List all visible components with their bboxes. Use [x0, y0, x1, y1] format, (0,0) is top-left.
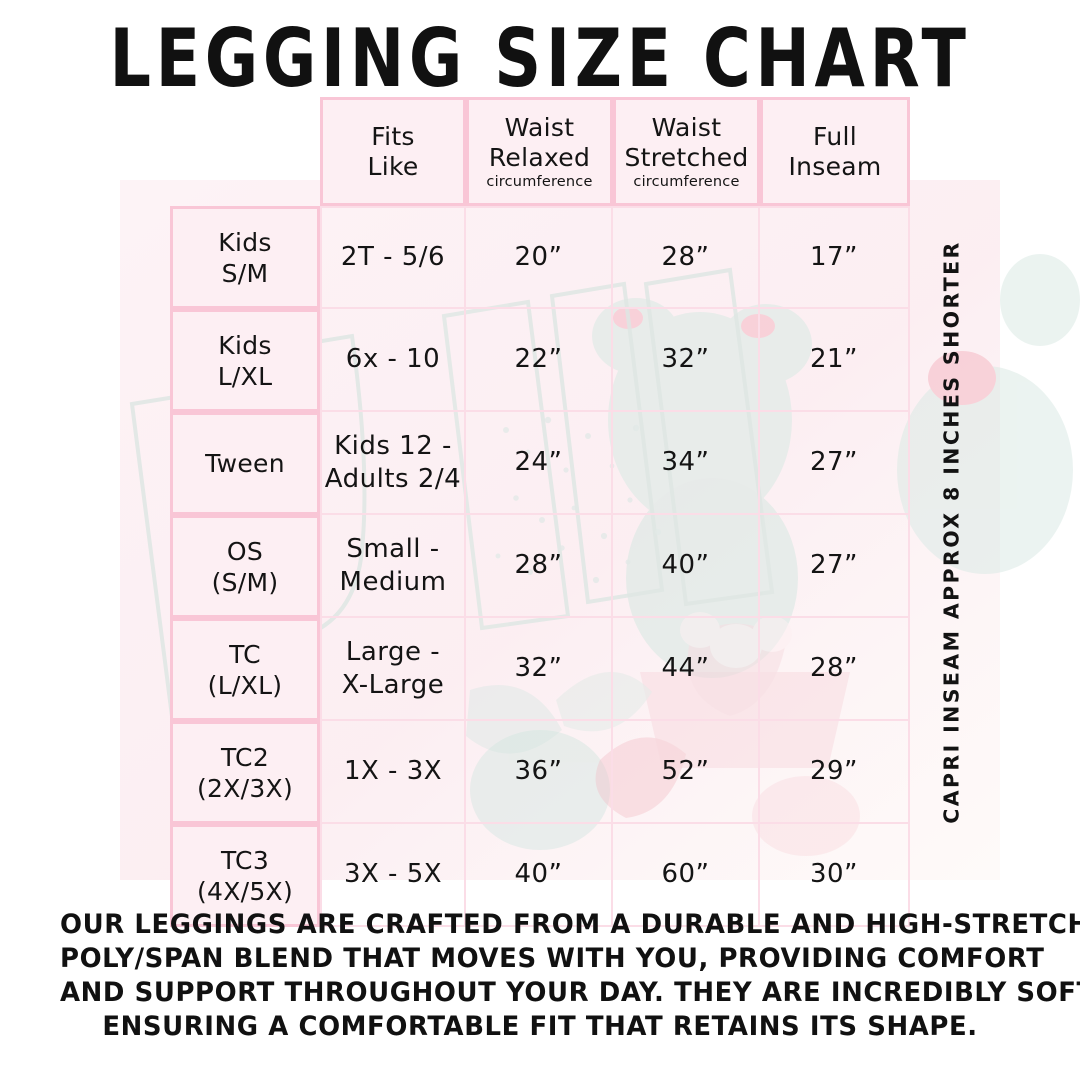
fits-line-1: Large - — [345, 636, 441, 667]
footer-line-4: ENSURING A COMFORTABLE FIT THAT RETAINS … — [102, 1011, 978, 1042]
capri-inseam-note-text: CAPRI INSEAM APPROX 8 INCHES SHORTER — [940, 240, 964, 824]
size-line-1: Kids — [218, 227, 272, 257]
column-header-full-inseam: Full Inseam — [760, 97, 910, 206]
header-line-2: Inseam — [788, 151, 882, 181]
header-line-2: Stretched — [624, 142, 749, 172]
waist-stretched-cell: 44” — [613, 618, 760, 721]
header-line-1: Waist — [504, 112, 575, 142]
footer-line-1: OUR LEGGINGS ARE CRAFTED FROM A DURABLE … — [60, 909, 1080, 940]
full-inseam-cell: 29” — [760, 721, 910, 824]
waist-stretched-cell: 28” — [613, 206, 760, 309]
size-line-2: S/M — [221, 258, 269, 288]
table-row: Tween Kids 12 - Adults 2/4 24” 34” 27” — [170, 412, 910, 515]
size-line-1: Kids — [218, 330, 272, 360]
waist-stretched-cell: 32” — [613, 309, 760, 412]
column-header-waist-relaxed: Waist Relaxed circumference — [466, 97, 613, 206]
full-inseam-cell: 27” — [760, 515, 910, 618]
table-row: TC2 (2X/3X) 1X - 3X 36” 52” 29” — [170, 721, 910, 824]
fits-line-1: 3X - 5X — [343, 859, 443, 889]
table-row: Kids L/XL 6x - 10 22” 32” 21” — [170, 309, 910, 412]
full-inseam-cell: 21” — [760, 309, 910, 412]
size-line-2: L/XL — [217, 361, 273, 391]
header-subtitle: circumference — [633, 173, 740, 190]
fits-line-1: Small - — [346, 533, 440, 564]
fits-like-cell: 2T - 5/6 — [320, 206, 466, 309]
waist-stretched-cell: 52” — [613, 721, 760, 824]
footer-line-3: AND SUPPORT THROUGHOUT YOUR DAY. THEY AR… — [60, 977, 1080, 1008]
size-label-cell: Kids S/M — [170, 206, 320, 309]
size-line-2: (S/M) — [211, 567, 279, 597]
size-label-cell: Kids L/XL — [170, 309, 320, 412]
fits-line-2: Adults 2/4 — [324, 463, 462, 494]
size-label-cell: Tween — [170, 412, 320, 515]
capri-inseam-note: CAPRI INSEAM APPROX 8 INCHES SHORTER — [922, 240, 982, 823]
header-line-2: Like — [367, 151, 419, 181]
column-header-fits-like: Fits Like — [320, 97, 466, 206]
waist-relaxed-cell: 32” — [466, 618, 613, 721]
page-title: LEGGING SIZE CHART — [109, 11, 971, 106]
table-row: OS (S/M) Small - Medium 28” 40” 27” — [170, 515, 910, 618]
legging-size-chart-table: Fits Like Waist Relaxed circumference Wa… — [170, 97, 910, 927]
fits-like-cell: Small - Medium — [320, 515, 466, 618]
fits-like-cell: 6x - 10 — [320, 309, 466, 412]
size-line-1: TC — [229, 639, 261, 669]
footer-description: OUR LEGGINGS ARE CRAFTED FROM A DURABLE … — [40, 908, 1080, 1044]
waist-stretched-cell: 34” — [613, 412, 760, 515]
size-line-1: Tween — [205, 449, 285, 478]
full-inseam-cell: 28” — [760, 618, 910, 721]
full-inseam-cell: 17” — [760, 206, 910, 309]
header-line-1: Full — [813, 121, 857, 151]
size-label-cell: OS (S/M) — [170, 515, 320, 618]
fits-line-2: X-Large — [341, 669, 445, 700]
waist-relaxed-cell: 24” — [466, 412, 613, 515]
size-label-cell: TC (L/XL) — [170, 618, 320, 721]
corner-blank-cell — [170, 97, 320, 206]
fits-line-1: 2T - 5/6 — [340, 242, 446, 272]
fits-like-cell: Kids 12 - Adults 2/4 — [320, 412, 466, 515]
table-row: TC (L/XL) Large - X-Large 32” 44” 28” — [170, 618, 910, 721]
column-header-waist-stretched: Waist Stretched circumference — [613, 97, 760, 206]
size-line-1: TC2 — [220, 742, 270, 772]
fits-line-1: 1X - 3X — [343, 756, 443, 786]
size-line-1: TC3 — [220, 845, 270, 875]
fits-line-2: Medium — [339, 566, 447, 597]
header-subtitle: circumference — [486, 173, 593, 190]
waist-relaxed-cell: 20” — [466, 206, 613, 309]
fits-line-1: 6x - 10 — [345, 344, 441, 374]
table-row: Kids S/M 2T - 5/6 20” 28” 17” — [170, 206, 910, 309]
header-line-1: Fits — [371, 121, 415, 151]
table-header-row: Fits Like Waist Relaxed circumference Wa… — [170, 97, 910, 206]
fits-like-cell: 1X - 3X — [320, 721, 466, 824]
waist-relaxed-cell: 22” — [466, 309, 613, 412]
size-label-cell: TC2 (2X/3X) — [170, 721, 320, 824]
size-line-2: (L/XL) — [207, 670, 283, 700]
header-line-1: Waist — [651, 112, 722, 142]
header-line-2: Relaxed — [488, 142, 591, 172]
fits-like-cell: Large - X-Large — [320, 618, 466, 721]
full-inseam-cell: 27” — [760, 412, 910, 515]
waist-stretched-cell: 40” — [613, 515, 760, 618]
fits-line-1: Kids 12 - — [334, 430, 452, 461]
size-line-2: (4X/5X) — [196, 876, 294, 906]
size-line-1: OS — [226, 536, 264, 566]
waist-relaxed-cell: 36” — [466, 721, 613, 824]
footer-line-2: POLY/SPAN BLEND THAT MOVES WITH YOU, PRO… — [60, 943, 1045, 974]
size-line-2: (2X/3X) — [196, 773, 294, 803]
waist-relaxed-cell: 28” — [466, 515, 613, 618]
